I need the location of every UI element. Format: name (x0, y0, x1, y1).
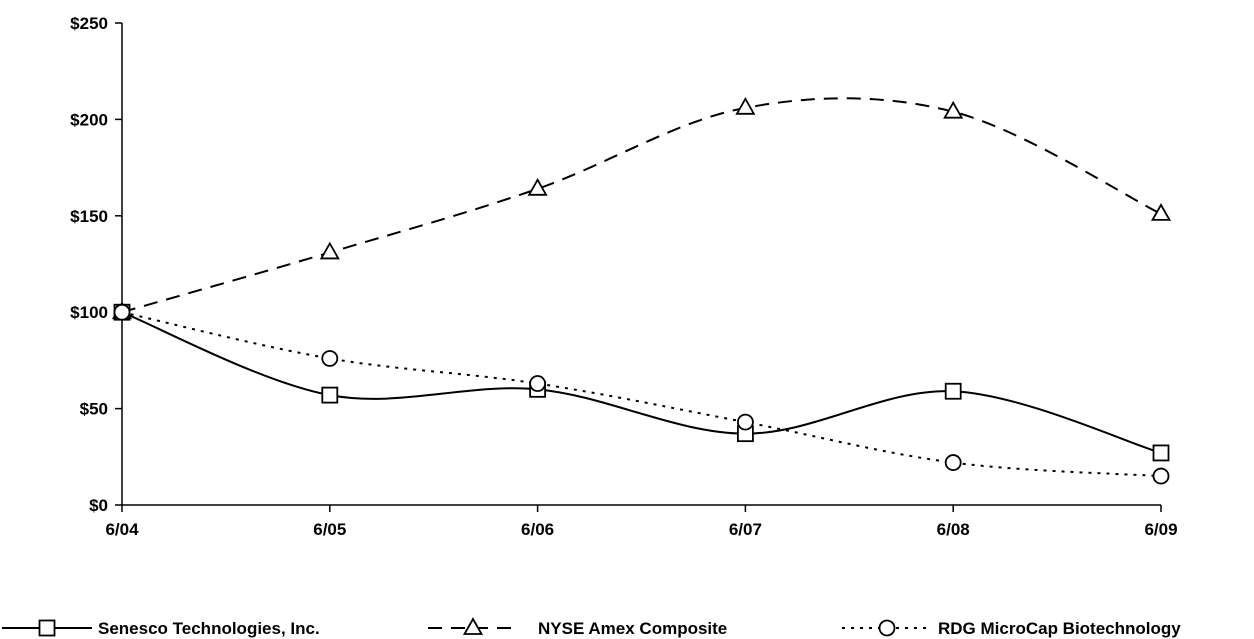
y-tick-label: $0 (89, 496, 108, 515)
y-tick-label: $50 (80, 400, 108, 419)
y-tick-label: $200 (70, 110, 108, 129)
data-point-circle (1152, 467, 1170, 485)
y-tick-label: $100 (70, 303, 108, 322)
y-tick-label: $150 (70, 207, 108, 226)
series-line-triangle (121, 97, 1162, 314)
axes (121, 23, 1161, 506)
data-point-circle (944, 454, 962, 471)
y-tick-label: $250 (70, 14, 108, 33)
data-point-circle (529, 375, 546, 392)
x-tick-label: 6/07 (729, 520, 762, 539)
series-line-circle (121, 311, 1162, 478)
series-markers (111, 97, 1172, 485)
x-tick-label: 6/05 (313, 520, 346, 539)
series-lines (121, 97, 1162, 478)
legend-item: RDG MicroCap Biotechnology (842, 619, 1181, 638)
data-point-triangle (527, 177, 548, 196)
y-axis-ticks: $0 $50 $100 $150 $200 $250 (70, 14, 122, 515)
legend-label: RDG MicroCap Biotechnology (938, 619, 1181, 638)
legend: Senesco Technologies, Inc. NYSE Amex Comp… (2, 617, 1181, 638)
data-point-triangle (943, 100, 964, 119)
legend-label: NYSE Amex Composite (538, 619, 727, 638)
x-tick-label: 6/08 (937, 520, 970, 539)
series-line-square (121, 311, 1162, 454)
legend-item: NYSE Amex Composite (428, 617, 727, 638)
data-point-circle (321, 350, 339, 367)
x-tick-label: 6/09 (1144, 520, 1177, 539)
data-point-triangle (319, 241, 340, 260)
data-point-circle (113, 303, 131, 321)
legend-marker-triangle (462, 617, 484, 635)
data-point-triangle (735, 97, 756, 115)
data-point-circle (737, 413, 754, 431)
data-point-square (944, 382, 962, 400)
legend-marker-square (38, 619, 56, 637)
legend-label: Senesco Technologies, Inc. (98, 619, 320, 638)
data-point-square (1152, 444, 1170, 462)
x-tick-label: 6/06 (521, 520, 554, 539)
legend-item: Senesco Technologies, Inc. (2, 619, 320, 638)
x-tick-label: 6/04 (105, 520, 139, 539)
legend-marker-circle (878, 619, 896, 637)
x-axis-ticks: 6/04 6/05 6/06 6/07 6/08 6/09 (105, 505, 1178, 539)
data-point-triangle (1150, 203, 1172, 221)
data-point-square (321, 386, 339, 404)
